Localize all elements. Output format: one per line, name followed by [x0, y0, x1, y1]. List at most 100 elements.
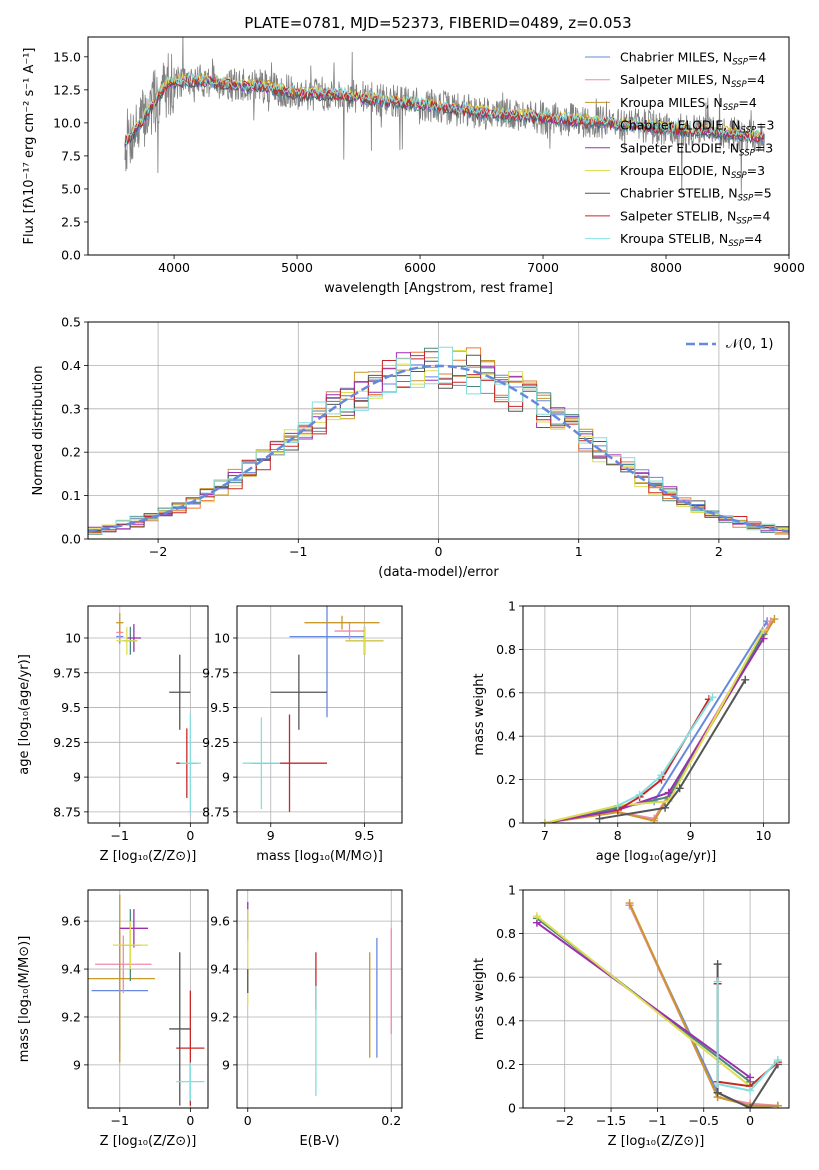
y-tick-label: 0.2 — [496, 1057, 516, 1072]
axes-frame — [522, 889, 790, 1109]
y-tick-label: 9.4 — [210, 962, 230, 977]
axes-frame — [236, 889, 403, 1109]
weight-marker — [741, 675, 750, 684]
weight-series — [536, 915, 751, 1087]
x-tick-label: −1.5 — [596, 1113, 626, 1128]
weight-marker — [713, 977, 722, 986]
y-axis-label: Flux [fλ10⁻¹⁷ erg cm⁻² s⁻¹ A⁻¹] — [22, 48, 37, 245]
y-tick-label: 0.2 — [61, 445, 81, 460]
y-tick-label: 9 — [73, 1057, 81, 1072]
y-axis-label: Normed distribution — [31, 366, 46, 496]
y-tick-label: 2.5 — [61, 214, 81, 229]
y-tick-label: 9.25 — [53, 735, 81, 750]
weight-marker — [661, 803, 670, 812]
mass-vs-z-panel: −1 0 9 9.2 9.4 9.6 Z [log₁₀(Z/Z⊙)] mass [log₁₀(… — [17, 889, 209, 1149]
y-tick-label: 15.0 — [53, 49, 81, 64]
weight-vs-z-panel: −2 −1.5 −1 −0.5 0 0 0.2 0.4 0.6 0.8 1 Z [log₁₀(Z/Z⊙… — [472, 883, 790, 1149]
legend-entry: Chabrier ELODIE, NSSP=3 — [620, 118, 775, 136]
x-axis-label: age [log₁₀(age/yr)] — [596, 849, 717, 864]
weight-series — [544, 620, 772, 823]
x-tick-label: 9 — [687, 828, 695, 843]
x-tick-label: −2 — [149, 544, 167, 559]
weight-marker — [746, 1073, 755, 1082]
y-tick-label: 9 — [73, 770, 81, 785]
weight-marker — [713, 960, 722, 969]
weight-marker — [613, 801, 622, 810]
legend-entry: Kroupa MILES, NSSP=4 — [620, 95, 757, 113]
y-tick-label: 0.1 — [61, 488, 81, 503]
x-tick-label: 0 — [186, 828, 194, 843]
y-tick-label: 0.4 — [496, 1013, 516, 1028]
model-spectrum — [124, 73, 765, 145]
model-spectrum — [124, 77, 765, 148]
y-tick-label: 0.8 — [496, 642, 516, 657]
x-axis-label: Z [log₁₀(Z/Z⊙)] — [100, 849, 197, 864]
observed-spectrum — [124, 37, 765, 197]
y-tick-label: 8.75 — [202, 804, 230, 819]
x-tick-label: 4000 — [158, 260, 190, 275]
y-tick-label: 9.6 — [210, 914, 230, 929]
figure-title: PLATE=0781, MJD=52373, FIBERID=0489, z=0… — [244, 14, 631, 32]
weight-marker — [675, 784, 684, 793]
weight-series — [599, 679, 747, 820]
axes-frame — [87, 605, 209, 824]
weight-marker — [664, 788, 673, 797]
y-tick-label: 0.4 — [496, 729, 516, 744]
x-tick-label: −0.5 — [689, 1113, 719, 1128]
weight-series — [544, 637, 765, 823]
spectrum-panel: 4000 5000 6000 7000 8000 9000 0.0 2.5 5.0 7.5 10.0… — [22, 36, 805, 296]
histogram-lines — [88, 346, 789, 535]
x-axis-label: Z [log₁₀(Z/Z⊙)] — [608, 1134, 705, 1149]
weight-marker — [657, 771, 666, 780]
weight-marker — [746, 1104, 755, 1108]
y-tick-label: 9.6 — [61, 914, 81, 929]
weight-vs-age-panel: 7 8 9 10 0 0.2 0.4 0.6 0.8 1 age [log₁₀(age/yr)] ma… — [472, 599, 790, 864]
y-tick-label: 0.0 — [61, 248, 81, 263]
errorbar-group — [116, 612, 201, 814]
x-tick-label: 8000 — [650, 260, 682, 275]
weight-marker — [713, 1088, 722, 1097]
x-tick-label: 1 — [575, 544, 583, 559]
errorbar-group — [247, 901, 392, 1097]
y-tick-label: 9.5 — [210, 700, 230, 715]
x-axis-label: (data-model)/error — [378, 565, 499, 580]
y-tick-label: 0.6 — [496, 685, 516, 700]
y-tick-label: 0.3 — [61, 401, 81, 416]
x-tick-label: 8 — [614, 828, 622, 843]
y-tick-label: 9.25 — [202, 735, 230, 750]
y-tick-label: 9.4 — [61, 962, 81, 977]
y-tick-label: 10.0 — [53, 115, 81, 130]
weight-marker — [532, 912, 541, 921]
weight-marker — [773, 1101, 782, 1108]
errorbar-group — [242, 606, 384, 812]
weight-marker — [770, 615, 779, 624]
x-axis-label: wavelength [Angstrom, rest frame] — [324, 281, 553, 296]
weight-series — [544, 620, 768, 823]
legend-entry: Salpeter ELODIE, NSSP=3 — [620, 140, 773, 158]
weight-lines — [540, 615, 779, 823]
weight-series — [617, 696, 714, 807]
age-vs-mass-panel: 9 9.5 8.75 9 9.25 9.5 9.75 10 mass [log₁₀(M/M⊙)] — [202, 605, 403, 864]
y-axis-label: mass weight — [472, 958, 487, 1040]
y-tick-label: 9.2 — [210, 1009, 230, 1024]
x-tick-label: −2 — [555, 1113, 573, 1128]
x-axis-label: Z [log₁₀(Z/Z⊙)] — [100, 1134, 197, 1149]
weight-marker — [595, 814, 604, 823]
y-tick-label: 0.8 — [496, 926, 516, 941]
y-tick-label: 0.5 — [61, 315, 81, 330]
y-axis-label: mass [log₁₀(M/M⊙)] — [17, 936, 32, 1063]
weight-lines — [532, 899, 782, 1108]
axes-frame — [236, 605, 403, 824]
axes-frame — [87, 36, 790, 256]
y-tick-label: 0 — [508, 1101, 516, 1116]
y-tick-label: 7.5 — [61, 148, 81, 163]
x-axis-label: mass [log₁₀(M/M⊙)] — [256, 849, 383, 864]
gaussian-curve — [88, 364, 789, 533]
weight-series — [716, 981, 779, 1092]
y-tick-label: 10 — [65, 630, 81, 645]
y-tick-label: 9.75 — [53, 665, 81, 680]
weight-marker — [635, 790, 644, 799]
age-vs-z-panel: −1 0 8.75 9 9.25 9.5 9.75 10 Z [log₁₀(Z/Z⊙)] age … — [17, 605, 209, 864]
x-tick-label: −1 — [111, 828, 129, 843]
